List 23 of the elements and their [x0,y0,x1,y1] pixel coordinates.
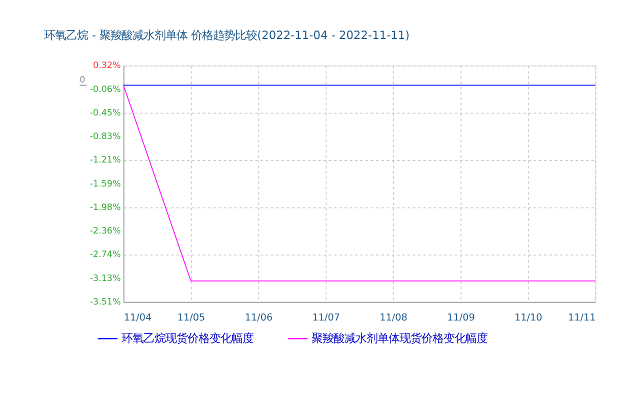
x-tick-label: 11/07 [312,312,340,324]
y-tick-label: -0.06% [90,84,121,95]
y-tick-label: 0.32% [93,61,121,72]
y-tick-label: -2.74% [90,250,121,260]
y-tick-label: -2.36% [90,226,121,237]
y-tick-label: -1.21% [90,156,121,166]
legend-label: 聚羧酸减水剂单体现货价格变化幅度 [312,331,488,346]
y-tick-label: -0.83% [90,132,121,142]
legend-label: 环氧乙烷现货价格变化幅度 [122,331,254,346]
x-tick-label: 11/10 [514,312,542,324]
y-tick-label: -0.45% [90,108,121,118]
x-tick-label: 11/09 [447,312,475,324]
x-tick-label: 11/05 [177,312,206,324]
x-tick-label: 11/11 [568,312,596,324]
x-tick-label: 11/06 [244,312,273,324]
y-tick-label: -3.13% [90,274,121,284]
x-tick-label: 11/08 [380,312,408,324]
chart-title: 环氧乙烷 - 聚羧酸减水剂单体 价格趋势比较(2022-11-04 - 2022-11-11) [44,28,410,42]
y-tick-label: -3.51% [90,298,121,308]
y-tick-label: -1.59% [90,179,121,190]
x-tick-label: 11/04 [124,312,152,324]
ref-line-label: 0 [80,76,86,86]
y-tick-label: -1.98% [90,202,121,213]
